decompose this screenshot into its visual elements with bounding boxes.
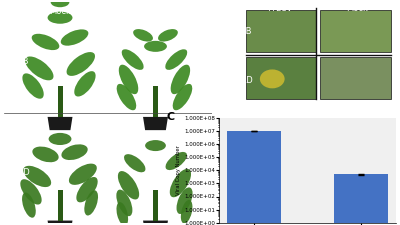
Ellipse shape <box>25 56 54 80</box>
Ellipse shape <box>62 144 88 160</box>
Ellipse shape <box>22 73 44 99</box>
Text: TYLCV: TYLCV <box>144 7 171 16</box>
Text: QLD: QLD <box>12 168 30 177</box>
Ellipse shape <box>170 169 191 197</box>
Ellipse shape <box>117 84 136 110</box>
Polygon shape <box>153 190 158 220</box>
Ellipse shape <box>51 0 69 7</box>
Ellipse shape <box>20 179 42 205</box>
Ellipse shape <box>74 71 96 97</box>
Ellipse shape <box>118 171 139 200</box>
Ellipse shape <box>22 193 36 218</box>
Polygon shape <box>153 86 158 117</box>
Bar <box>246 10 316 52</box>
Polygon shape <box>48 220 72 225</box>
Text: LAB: LAB <box>12 57 29 66</box>
Bar <box>227 131 281 225</box>
Text: C: C <box>166 112 174 122</box>
Ellipse shape <box>144 41 167 52</box>
Y-axis label: Viral Copy Number: Viral Copy Number <box>176 145 181 195</box>
Polygon shape <box>48 117 72 130</box>
Ellipse shape <box>181 200 192 223</box>
Ellipse shape <box>76 177 98 202</box>
Ellipse shape <box>260 70 285 88</box>
Polygon shape <box>58 86 62 117</box>
Bar <box>334 174 388 225</box>
Polygon shape <box>58 190 62 220</box>
Ellipse shape <box>133 29 153 42</box>
Text: TYLCV: TYLCV <box>266 4 292 13</box>
Ellipse shape <box>61 29 88 46</box>
Ellipse shape <box>49 133 72 145</box>
Polygon shape <box>143 220 168 225</box>
Ellipse shape <box>166 152 187 170</box>
Ellipse shape <box>122 49 144 70</box>
Ellipse shape <box>116 202 128 225</box>
Ellipse shape <box>69 164 97 185</box>
Ellipse shape <box>119 65 138 94</box>
Text: B: B <box>221 4 229 14</box>
Ellipse shape <box>84 190 98 216</box>
Ellipse shape <box>124 154 146 172</box>
Ellipse shape <box>23 166 51 187</box>
Text: Mock: Mock <box>346 4 368 13</box>
Ellipse shape <box>165 49 187 70</box>
Ellipse shape <box>116 190 132 216</box>
Ellipse shape <box>66 52 95 76</box>
Text: QLD: QLD <box>235 76 253 86</box>
Ellipse shape <box>158 29 178 42</box>
Ellipse shape <box>48 12 72 24</box>
Text: LAB: LAB <box>235 27 252 36</box>
Ellipse shape <box>32 34 59 50</box>
Bar <box>246 57 316 99</box>
Bar <box>320 57 391 99</box>
Ellipse shape <box>32 146 59 162</box>
Ellipse shape <box>171 65 190 94</box>
Bar <box>320 10 391 52</box>
Text: A: A <box>6 7 15 17</box>
Ellipse shape <box>176 187 192 214</box>
Polygon shape <box>143 117 168 130</box>
Ellipse shape <box>173 84 192 110</box>
Text: Mock: Mock <box>49 7 71 16</box>
Ellipse shape <box>145 140 166 151</box>
